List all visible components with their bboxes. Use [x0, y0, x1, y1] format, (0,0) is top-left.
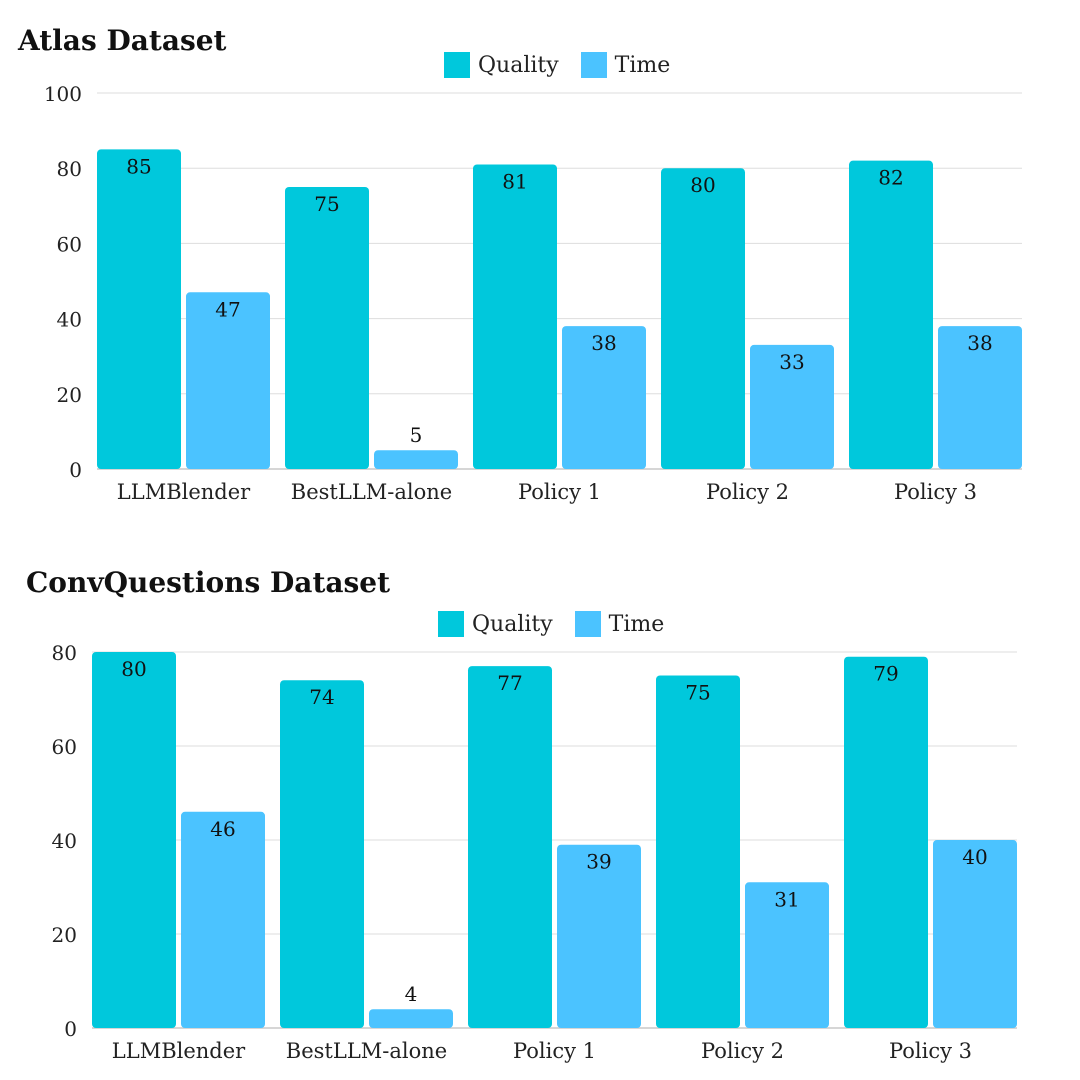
data-label-time-policy-3: 40 [962, 845, 987, 869]
bar-quality-policy-1 [473, 164, 557, 469]
legend-label-quality: Quality [472, 611, 553, 637]
bar-quality-bestllm-alone [285, 187, 369, 469]
y-tick-label: 60 [57, 232, 82, 256]
data-label-time-llmblender: 46 [210, 817, 235, 841]
y-tick-label: 40 [57, 308, 82, 332]
legend-label-quality: Quality [478, 52, 559, 78]
bar-time-policy-3 [933, 840, 1017, 1028]
data-label-time-policy-2: 31 [774, 887, 799, 911]
y-tick-label: 100 [44, 82, 82, 106]
data-label-time-bestllm-alone: 4 [405, 982, 418, 1006]
legend-convquestions: Quality Time [438, 611, 664, 637]
bar-quality-policy-2 [656, 675, 740, 1028]
legend-item-quality: Quality [444, 52, 559, 78]
y-tick-label: 40 [52, 829, 77, 853]
bar-quality-llmblender [97, 149, 181, 469]
bar-time-llmblender [181, 811, 265, 1028]
x-tick-label-policy-2: Policy 2 [706, 480, 789, 504]
y-tick-label: 20 [57, 383, 82, 407]
bar-time-policy-2 [745, 882, 829, 1028]
x-tick-label-llmblender: LLMBlender [112, 1039, 246, 1063]
data-label-quality-policy-1: 77 [497, 671, 522, 695]
data-label-time-bestllm-alone: 5 [410, 423, 423, 447]
legend-item-time: Time [580, 52, 671, 78]
legend-item-time: Time [574, 611, 665, 637]
bar-time-bestllm-alone [369, 1009, 453, 1028]
legend-swatch-quality [438, 611, 464, 637]
bar-quality-policy-1 [468, 666, 552, 1028]
x-tick-label-policy-1: Policy 1 [518, 480, 601, 504]
bar-quality-llmblender [92, 652, 176, 1028]
data-label-time-policy-2: 33 [779, 350, 804, 374]
bar-time-policy-2 [750, 344, 834, 469]
legend-label-time: Time [608, 611, 665, 637]
bar-quality-policy-3 [849, 160, 933, 469]
bar-quality-bestllm-alone [280, 680, 364, 1028]
chart-title-convquestions: ConvQuestions Dataset [26, 566, 391, 599]
bar-time-policy-1 [562, 326, 646, 469]
data-label-quality-policy-3: 82 [878, 166, 903, 190]
data-label-quality-policy-2: 75 [685, 681, 710, 705]
x-tick-label-bestllm-alone: BestLLM-alone [286, 1039, 447, 1063]
x-tick-label-policy-3: Policy 3 [889, 1039, 972, 1063]
bar-time-policy-1 [557, 844, 641, 1028]
data-label-time-policy-1: 38 [591, 331, 616, 355]
legend-swatch-quality [444, 52, 470, 78]
data-label-quality-policy-3: 79 [873, 662, 898, 686]
legend-item-quality: Quality [438, 611, 553, 637]
data-label-quality-policy-1: 81 [502, 169, 527, 193]
y-tick-label: 80 [52, 641, 77, 665]
data-label-time-policy-1: 39 [586, 850, 611, 874]
bar-quality-policy-3 [844, 656, 928, 1028]
x-tick-label-bestllm-alone: BestLLM-alone [291, 480, 452, 504]
bar-time-bestllm-alone [374, 450, 458, 469]
legend-swatch-time [574, 611, 601, 637]
y-tick-label: 0 [64, 1017, 77, 1041]
bar-quality-policy-2 [661, 168, 745, 469]
data-label-quality-llmblender: 85 [126, 154, 151, 178]
y-tick-label: 0 [69, 458, 82, 482]
x-tick-label-policy-2: Policy 2 [701, 1039, 784, 1063]
legend-atlas: Quality Time [444, 52, 670, 78]
bar-time-policy-3 [938, 326, 1022, 469]
data-label-time-llmblender: 47 [215, 297, 240, 321]
data-label-quality-bestllm-alone: 74 [309, 685, 334, 709]
legend-label-time: Time [614, 52, 671, 78]
bar-chart-atlas: 0 20 40 60 80 100 85 47 LLMBlender 75 5 BestLLM-alo… [44, 82, 1022, 504]
data-label-quality-bestllm-alone: 75 [314, 192, 339, 216]
x-tick-label-llmblender: LLMBlender [117, 480, 251, 504]
y-tick-label: 20 [52, 923, 77, 947]
data-label-quality-llmblender: 80 [121, 657, 146, 681]
legend-swatch-time [580, 52, 607, 78]
x-tick-label-policy-1: Policy 1 [513, 1039, 596, 1063]
data-label-time-policy-3: 38 [967, 331, 992, 355]
y-tick-label: 60 [52, 735, 77, 759]
chart-title-atlas: Atlas Dataset [18, 24, 227, 57]
y-tick-label: 80 [57, 157, 82, 181]
data-label-quality-policy-2: 80 [690, 173, 715, 197]
x-tick-label-policy-3: Policy 3 [894, 480, 977, 504]
bar-time-llmblender [186, 292, 270, 469]
